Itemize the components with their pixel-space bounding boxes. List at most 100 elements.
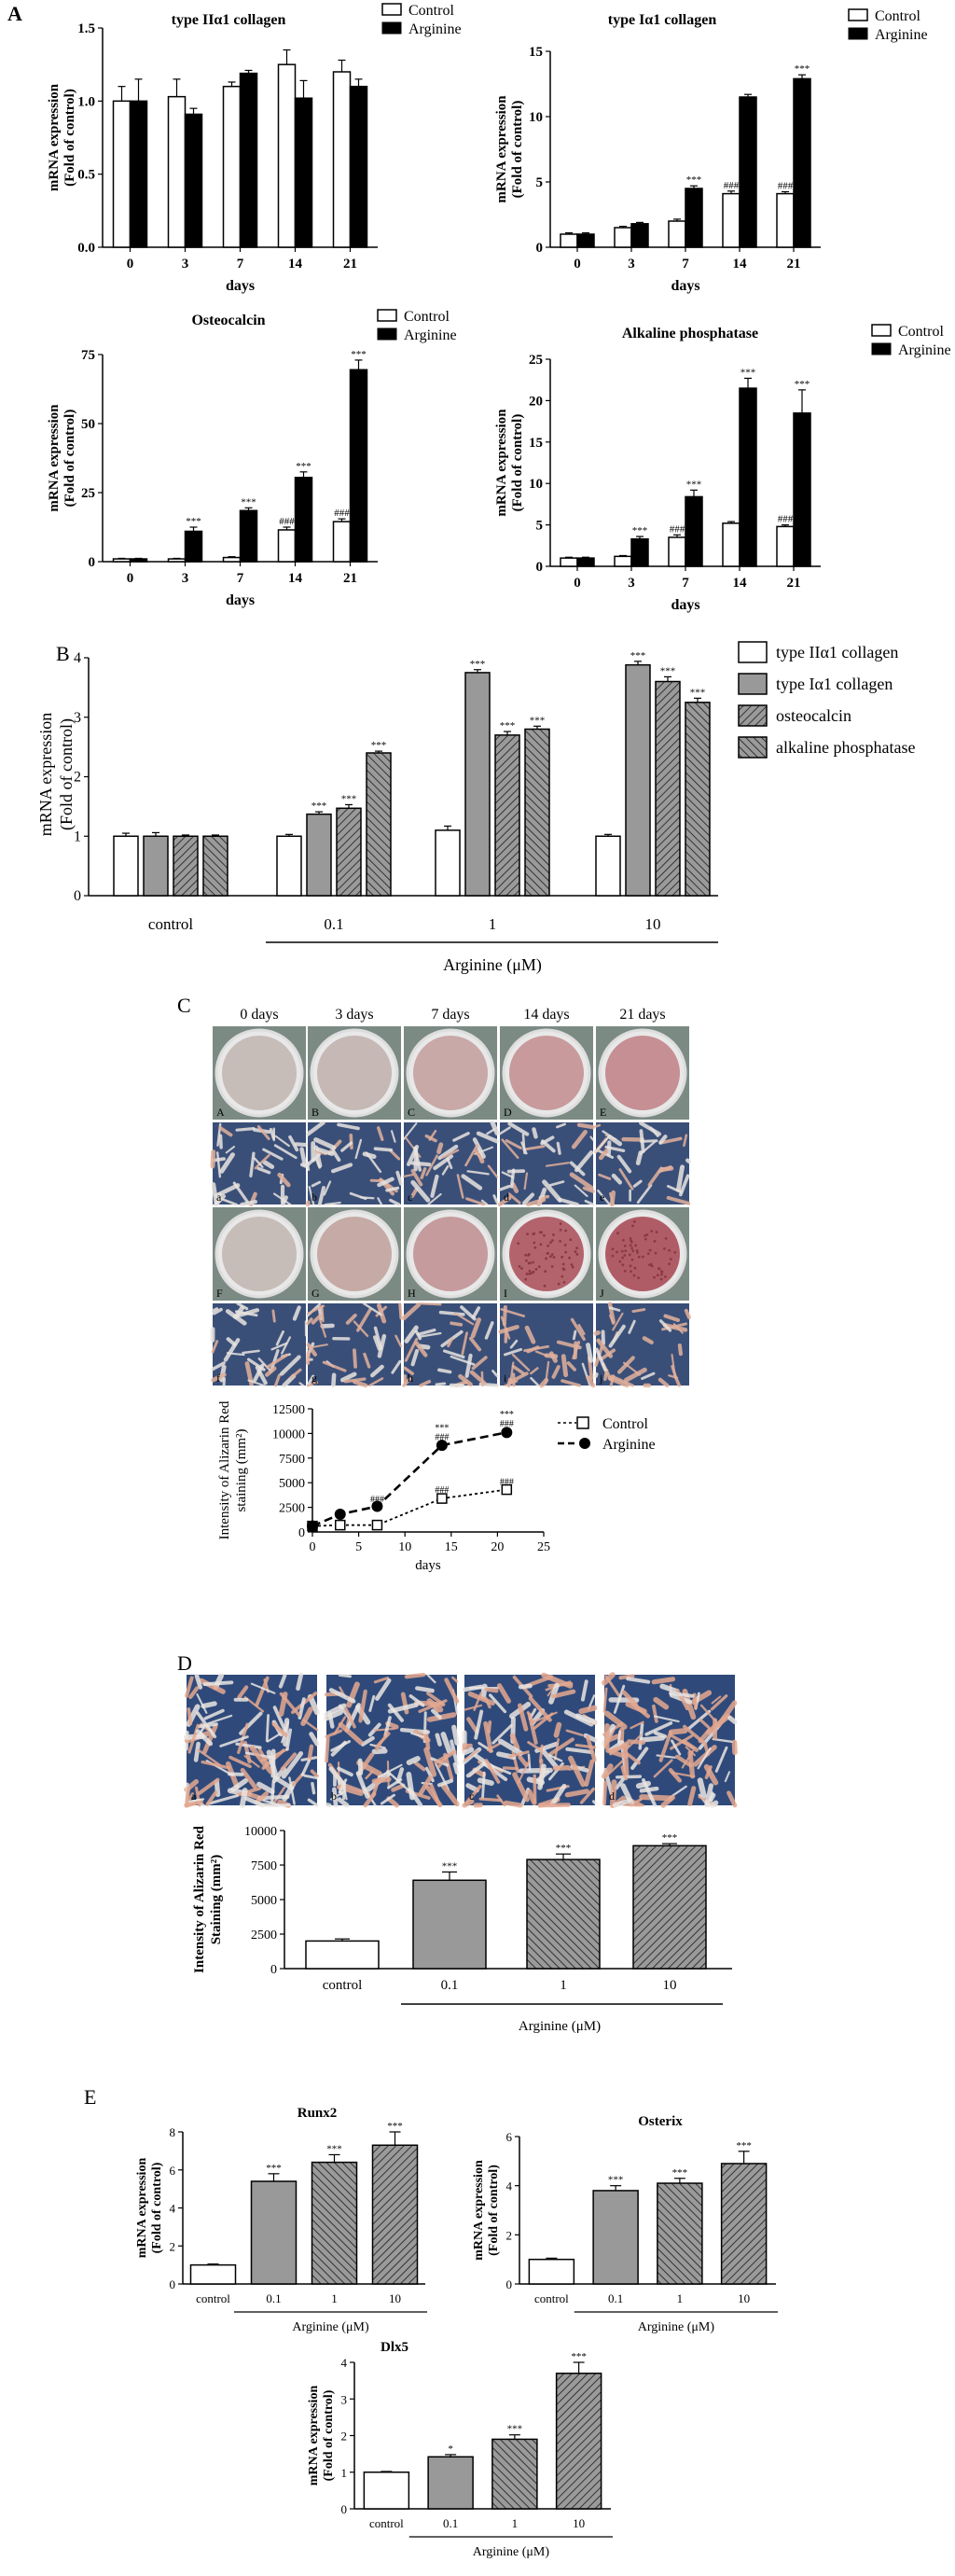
culture-dish-image: J [596, 1207, 689, 1301]
legend-swatch [738, 641, 768, 663]
cell-streak [298, 1382, 305, 1387]
cell-streak [636, 1184, 653, 1204]
image-letter: F [216, 1287, 223, 1300]
cell-streak [681, 1739, 699, 1752]
bar-arginine [685, 495, 703, 567]
cell-streak [197, 1748, 221, 1766]
x-tick-label: control [196, 2291, 230, 2305]
cell-streak [324, 1709, 343, 1721]
cell-streak [565, 1729, 584, 1736]
cell-streak [294, 1142, 309, 1148]
cell-streak [616, 1356, 635, 1374]
significance-mark: *** [660, 665, 676, 676]
cell-streak [214, 1779, 221, 1798]
cell-streak [480, 1683, 488, 1700]
bar-arginine [349, 85, 368, 248]
cell-streak [211, 1307, 219, 1313]
cell-streak [194, 1673, 203, 1690]
dish-well [317, 1217, 392, 1291]
cell-streak [214, 1183, 241, 1198]
cell-streak [206, 1794, 239, 1805]
bar-arginine [632, 1845, 707, 1970]
significance-mark: *** [736, 2140, 752, 2151]
cell-streak [437, 1368, 452, 1374]
cell-streak [611, 1173, 623, 1185]
mineral-nodule [621, 1263, 625, 1267]
cell-streak [561, 1354, 569, 1378]
cell-streak [703, 1763, 719, 1786]
bar-arginine [630, 537, 649, 567]
cell-streak [269, 1127, 276, 1140]
cell-streak [522, 1192, 535, 1205]
cell-streak [395, 1170, 403, 1186]
cell-streak [274, 1135, 290, 1148]
cell-streak [408, 1694, 425, 1707]
y-tick-label: 1.0 [77, 94, 95, 109]
cell-streak [380, 1793, 395, 1805]
y-tick-label: 25 [529, 353, 543, 368]
x-tick-label: 10 [663, 1978, 677, 1993]
y-tick-label: 3 [341, 2392, 348, 2406]
cell-streak [255, 1365, 268, 1385]
x-axis-label: days [671, 597, 699, 613]
mineral-nodule [660, 1270, 664, 1274]
cell-streak [271, 1309, 276, 1323]
cell-streak [518, 1703, 529, 1732]
significance-mark: *** [686, 479, 702, 490]
x-tick-label: control [323, 1978, 363, 1993]
cell-streak [668, 1728, 688, 1735]
significance-mark: *** [608, 2175, 624, 2186]
cell-streak [226, 1337, 237, 1347]
cell-streak [474, 1149, 482, 1161]
legend-label-control: Control [408, 3, 454, 19]
bar-type-i-collagen [143, 835, 169, 897]
x-tick-label: 7 [682, 576, 689, 591]
mineral-nodule [540, 1231, 543, 1234]
cell-streak [211, 1182, 219, 1207]
significance-mark: *** [341, 793, 357, 804]
cell-streak [580, 1679, 588, 1702]
micrograph-image: c [462, 1672, 598, 1808]
significance-mark: *** [435, 1423, 449, 1433]
significance-mark: *** [740, 367, 756, 378]
bar-alkaline-phosphatase [202, 835, 228, 897]
micrograph-row-d: a b c d [184, 1672, 738, 1808]
y-tick-label: 5000 [251, 1894, 277, 1908]
mineral-nodule [650, 1264, 654, 1268]
cell-streak [470, 1317, 481, 1339]
mineral-nodule [550, 1253, 554, 1256]
mineral-nodule [571, 1265, 574, 1269]
bar-control [167, 95, 187, 248]
cell-streak [556, 1141, 561, 1155]
cell-streak [413, 1761, 426, 1772]
micrograph-image: c [402, 1120, 500, 1206]
mineral-nodule [547, 1244, 550, 1247]
image-letter: G [311, 1287, 320, 1300]
cell-streak [373, 1676, 390, 1684]
cell-streak [541, 1672, 574, 1689]
cell-streak [612, 1798, 631, 1808]
cell-streak [632, 1179, 643, 1188]
significance-mark: ### [435, 1485, 449, 1496]
mineral-nodule [655, 1231, 658, 1234]
x-tick-label: 14 [288, 571, 303, 586]
cell-streak [556, 1122, 566, 1129]
mineral-nodule [611, 1254, 615, 1258]
cell-streak [659, 1683, 679, 1694]
x-tick-label: 1 [560, 1978, 567, 1993]
mineral-nodule [562, 1268, 566, 1272]
y-axis-label: mRNA expression [307, 2386, 321, 2486]
bar-control [722, 522, 740, 567]
cell-streak [438, 1310, 465, 1316]
cell-streak [613, 1684, 626, 1714]
micrograph-image: i [498, 1303, 596, 1388]
cell-streak [604, 1675, 622, 1699]
cell-streak [653, 1696, 670, 1710]
cell-streak [453, 1312, 475, 1326]
cell-streak [666, 1195, 691, 1205]
mineral-nodule [623, 1254, 627, 1257]
chart-a1: type IIα1 collagen 0.0 0.5 1.0 1.5 mRNA expre… [47, 3, 462, 294]
cell-streak [311, 1180, 322, 1188]
cell-streak [621, 1803, 642, 1807]
dish-well [605, 1036, 680, 1110]
